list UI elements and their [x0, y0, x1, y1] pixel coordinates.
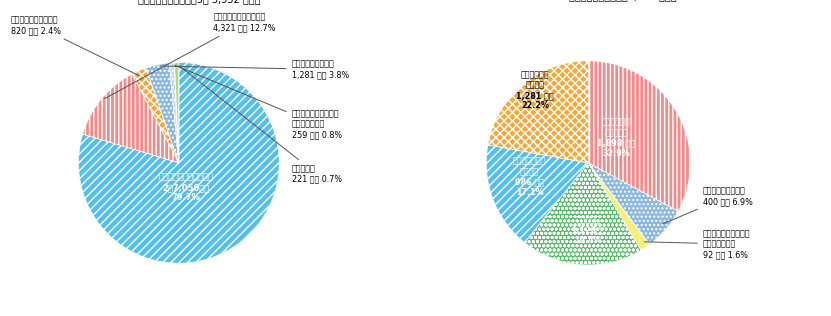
- Text: 情報通信機械
器具製造業
1,898 億円
32.9%: 情報通信機械 器具製造業 1,898 億円 32.9%: [597, 118, 635, 158]
- Text: 電子部品・デバイス・
電子回路製造業
92 億円 1.6%: 電子部品・デバイス・ 電子回路製造業 92 億円 1.6%: [644, 229, 750, 259]
- Text: 情報通信機械器具製造業
4,321 億円 12.7%: 情報通信機械器具製造業 4,321 億円 12.7%: [105, 13, 276, 99]
- Text: 情報通信業
1,120億円
19.4%: 情報通信業 1,120億円 19.4%: [571, 215, 606, 245]
- Text: 電気機械器具製造業
1,281 億円 3.8%: 電気機械器具製造業 1,281 億円 3.8%: [160, 60, 349, 79]
- Text: その他の産業（合計）
820 億円 2.4%: その他の産業（合計） 820 億円 2.4%: [11, 15, 140, 76]
- Wedge shape: [588, 163, 650, 250]
- Wedge shape: [175, 62, 179, 163]
- Title: 技術輸出額（全産業：3兆 3,952 億円）: 技術輸出額（全産業：3兆 3,952 億円）: [138, 0, 261, 4]
- Wedge shape: [170, 63, 179, 163]
- Wedge shape: [588, 61, 691, 211]
- Wedge shape: [132, 68, 179, 163]
- Wedge shape: [488, 61, 588, 163]
- Text: 情報通信業
221 億円 0.7%: 情報通信業 221 億円 0.7%: [179, 65, 342, 184]
- Text: 電子部品・デバイス・
電子回路製造業
259 億円 0.8%: 電子部品・デバイス・ 電子回路製造業 259 億円 0.8%: [175, 65, 342, 139]
- Wedge shape: [588, 163, 678, 245]
- Wedge shape: [146, 63, 179, 163]
- Title: 技術輸入額（全産業：5,777 億円）: 技術輸入額（全産業：5,777 億円）: [569, 0, 677, 1]
- Text: その他の産業
（合計）
1,281 億円
22.2%: その他の産業 （合計） 1,281 億円 22.2%: [516, 70, 554, 110]
- Text: その他の製造業（合計）
2兆7,050億円
79.7%: その他の製造業（合計） 2兆7,050億円 79.7%: [158, 173, 214, 203]
- Wedge shape: [78, 62, 279, 263]
- Wedge shape: [486, 145, 588, 243]
- Wedge shape: [524, 163, 641, 265]
- Text: その他の製造業
（合計）
986 億円
17.1%: その他の製造業 （合計） 986 億円 17.1%: [513, 157, 546, 197]
- Wedge shape: [82, 74, 179, 163]
- Text: 電気機械器具製造業
400 億円 6.9%: 電気機械器具製造業 400 億円 6.9%: [663, 187, 753, 224]
